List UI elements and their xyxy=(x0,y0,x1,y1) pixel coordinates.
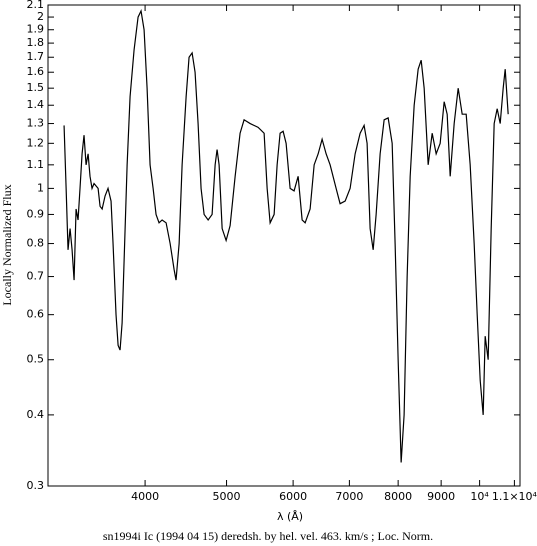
x-tick-label: 10⁴ xyxy=(470,490,489,503)
y-tick-label: 0.3 xyxy=(27,479,45,492)
y-tick-label: 1.4 xyxy=(27,98,45,111)
y-tick-label: 0.9 xyxy=(27,207,45,220)
y-tick-label: 1.2 xyxy=(27,136,45,149)
y-tick-label: 0.6 xyxy=(27,308,45,321)
y-tick-label: 0.4 xyxy=(27,408,45,421)
x-tick-label: 9000 xyxy=(427,490,455,503)
spectrum-line xyxy=(63,8,509,463)
y-tick-label: 0.7 xyxy=(27,270,45,283)
y-tick-label: 1.3 xyxy=(27,117,45,130)
y-tick-label: 2.1 xyxy=(27,0,45,11)
y-tick-label: 2 xyxy=(37,10,44,23)
x-tick-label: 1.1×10⁴ xyxy=(492,490,537,503)
y-tick-label: 1.6 xyxy=(27,65,45,78)
x-tick-label: 6000 xyxy=(279,490,307,503)
x-tick-label: 8000 xyxy=(384,490,412,503)
caption: sn1994i Ic (1994 04 15) deredsh. by hel.… xyxy=(103,529,433,543)
x-tick-label: 5000 xyxy=(213,490,241,503)
x-tick-label: 7000 xyxy=(335,490,363,503)
plot-frame xyxy=(47,4,521,487)
y-tick-label: 1.8 xyxy=(27,36,45,49)
x-tick-label: 4000 xyxy=(131,490,159,503)
y-axis-title: Locally Normalized Flux xyxy=(0,184,14,305)
y-tick-label: 1 xyxy=(37,181,44,194)
y-tick-label: 1.7 xyxy=(27,50,45,63)
x-axis-title: λ (Å) xyxy=(277,510,303,523)
y-tick-label: 1.5 xyxy=(27,81,45,94)
y-tick-label: 1.1 xyxy=(27,158,45,171)
y-tick-label: 0.5 xyxy=(27,353,45,366)
y-tick-label: 1.9 xyxy=(27,23,45,36)
y-tick-label: 0.8 xyxy=(27,237,45,250)
